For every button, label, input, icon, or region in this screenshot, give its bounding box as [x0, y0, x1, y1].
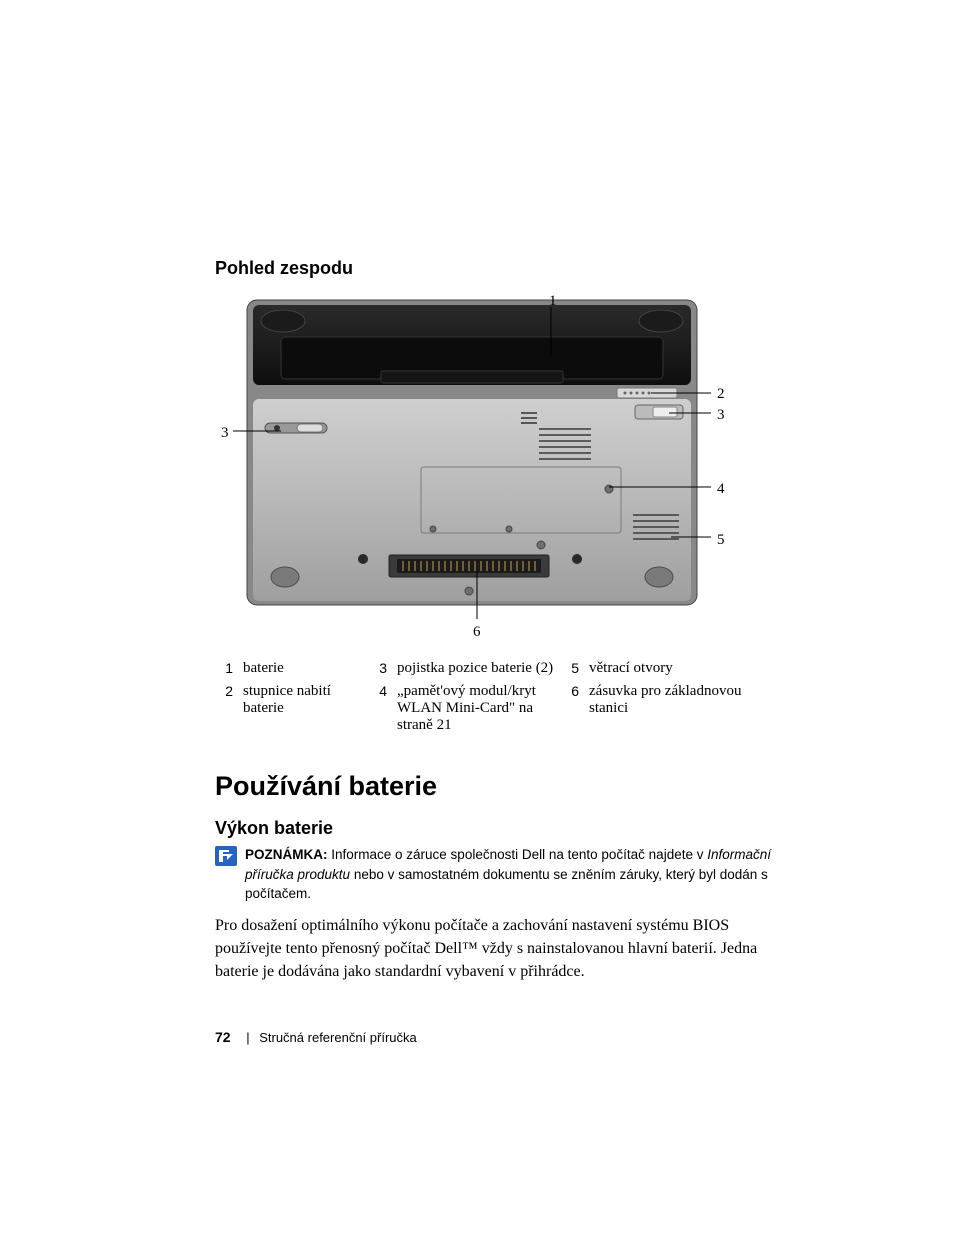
subheading-pohled-zespodu: Pohled zespodu	[215, 258, 774, 279]
footer-separator: |	[246, 1030, 249, 1045]
body-paragraph: Pro dosažení optimálního výkonu počítače…	[215, 914, 774, 984]
page-number: 72	[215, 1029, 231, 1045]
laptop-bottom-svg	[221, 297, 781, 642]
legend-text: stupnice nabití baterie	[243, 680, 369, 737]
legend-num: 3	[369, 657, 397, 680]
note-block: POZNÁMKA: Informace o záruce společnosti…	[215, 845, 774, 904]
bottom-view-diagram: 1 2 3 3 4 5 6	[221, 297, 781, 657]
callout-3l: 3	[221, 425, 229, 442]
callout-4: 4	[717, 481, 725, 498]
note-part1: Informace o záruce společnosti Dell na t…	[328, 847, 708, 862]
page-footer: 72 | Stručná referenční příručka	[215, 1029, 417, 1045]
footer-title: Stručná referenční příručka	[259, 1030, 417, 1045]
legend-num: 6	[561, 680, 589, 737]
legend-text: „pamět'ový modul/kryt WLAN Mini-Card" na…	[397, 680, 561, 737]
legend-text: zásuvka pro základnovou stanici	[589, 680, 760, 737]
legend-num: 2	[215, 680, 243, 737]
callout-6: 6	[473, 624, 481, 641]
subheading-vykon-baterie: Výkon baterie	[215, 818, 774, 839]
callout-5: 5	[717, 532, 725, 549]
callout-1: 1	[549, 293, 557, 310]
legend-text: větrací otvory	[589, 657, 760, 680]
callout-2: 2	[717, 386, 725, 403]
heading-pouzivani-baterie: Používání baterie	[215, 771, 774, 802]
note-label: POZNÁMKA:	[245, 847, 328, 862]
note-icon	[215, 846, 237, 904]
callout-3r: 3	[717, 407, 725, 424]
note-text: POZNÁMKA: Informace o záruce společnosti…	[245, 845, 774, 904]
legend-num: 4	[369, 680, 397, 737]
legend-text: baterie	[243, 657, 369, 680]
legend-num: 1	[215, 657, 243, 680]
legend-num: 5	[561, 657, 589, 680]
legend-text: pojistka pozice baterie (2)	[397, 657, 561, 680]
diagram-legend: 1 baterie 3 pojistka pozice baterie (2) …	[215, 657, 760, 737]
